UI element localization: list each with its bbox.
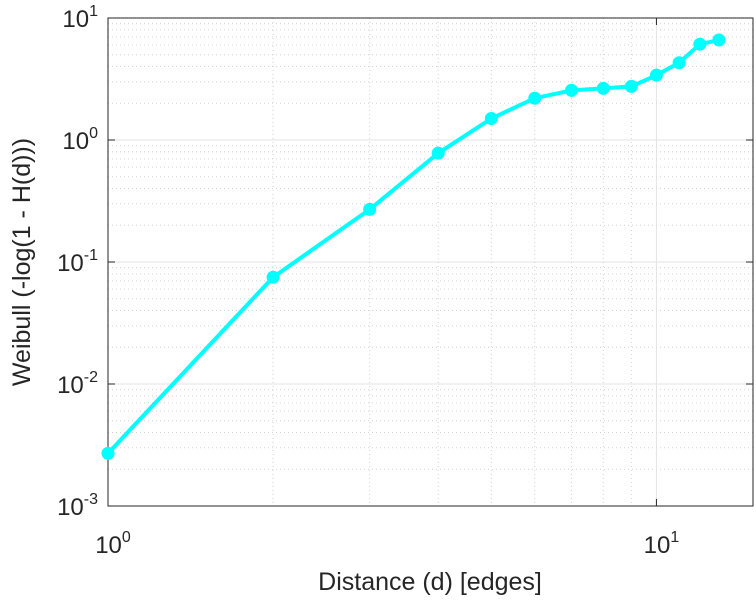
data-point bbox=[693, 37, 707, 51]
data-point bbox=[672, 56, 686, 70]
plot-frame bbox=[107, 17, 754, 507]
y-axis-label: Weibull (-log(1 - H(d))) bbox=[8, 138, 36, 386]
data-point bbox=[649, 68, 663, 82]
data-point bbox=[266, 270, 280, 284]
tick-labels: 10-3 10-2 10-1 100 101 100 101 bbox=[57, 3, 679, 559]
data-point bbox=[596, 81, 610, 95]
y-tick-label: 10-2 bbox=[57, 369, 98, 399]
data-point bbox=[528, 91, 542, 105]
data-point bbox=[712, 33, 726, 47]
grid-lines bbox=[107, 18, 753, 507]
data-point bbox=[101, 446, 115, 460]
data-point bbox=[363, 202, 377, 216]
data-point bbox=[484, 112, 498, 126]
data-series bbox=[101, 33, 726, 460]
data-point bbox=[564, 83, 578, 97]
y-tick-label: 10-1 bbox=[57, 247, 98, 277]
x-tick-label: 101 bbox=[644, 529, 680, 559]
y-tick-label: 100 bbox=[62, 125, 98, 155]
y-tick-label: 10-3 bbox=[57, 491, 98, 521]
data-point bbox=[624, 79, 638, 93]
data-point bbox=[431, 146, 445, 160]
x-tick-label: 100 bbox=[95, 529, 131, 559]
x-axis-label: Distance (d) [edges] bbox=[318, 568, 542, 596]
y-tick-label: 101 bbox=[62, 3, 98, 33]
